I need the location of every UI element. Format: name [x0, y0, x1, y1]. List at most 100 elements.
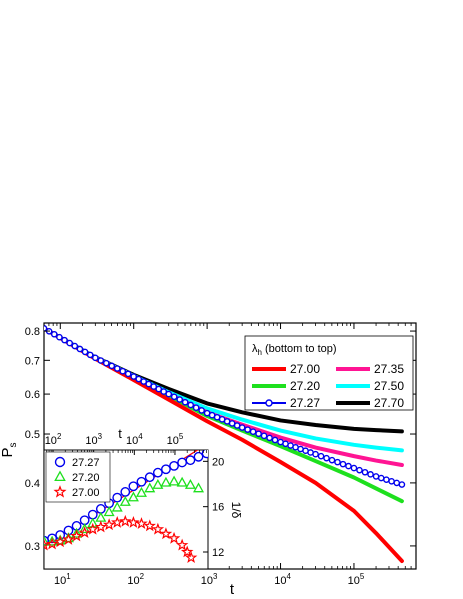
inset-point-27-20 [119, 495, 131, 506]
series-point-27-27 [44, 325, 48, 332]
series-point-27-27 [92, 354, 99, 362]
inset-point-27-20 [44, 535, 50, 546]
series-point-27-27 [312, 450, 319, 458]
series-point-27-27 [372, 473, 380, 480]
inset-legend-label-27-20: 27.20 [72, 472, 100, 484]
series-point-27-27 [108, 362, 116, 370]
series-point-27-27 [328, 456, 336, 464]
inset-point-27-20 [193, 482, 205, 493]
inset-point-27-27 [161, 464, 171, 475]
inset-point-27-27 [185, 455, 196, 466]
inset-point-27-00 [94, 520, 108, 533]
inset-point-27-20 [87, 517, 99, 528]
series-point-27-27 [367, 471, 374, 478]
inset-point-27-27 [120, 487, 131, 497]
series-point-27-27 [192, 404, 200, 411]
series-point-27-27 [398, 481, 406, 488]
legend-label-27-50: 27.50 [374, 379, 404, 393]
series-point-27-27 [140, 378, 148, 385]
series-point-27-27 [81, 348, 89, 356]
series-point-27-27 [317, 452, 325, 460]
series-point-27-27 [260, 432, 268, 440]
inset-point-27-27 [152, 467, 163, 478]
series-point-27-27 [377, 474, 385, 482]
series-point-27-27 [56, 333, 63, 341]
series-point-27-27 [181, 398, 189, 406]
inset-point-27-20 [127, 491, 139, 502]
inset-point-27-00 [62, 532, 75, 545]
inset-legend-label-27-00: 27.00 [72, 487, 100, 499]
series-point-27-27 [271, 436, 279, 444]
main-y-tick-label: 0.3 [25, 541, 40, 553]
inset-point-27-00 [175, 538, 189, 551]
inset-point-27-20 [152, 478, 164, 489]
series-point-27-27 [86, 351, 94, 359]
series-point-27-27 [170, 393, 178, 401]
inset-y-axis-label: 1/δ [229, 502, 243, 519]
series-point-27-27 [130, 373, 138, 380]
inset-point-27-20 [184, 478, 196, 489]
main-x-tick-label: 105 [348, 572, 365, 587]
series-point-27-27 [383, 476, 390, 483]
inset-legend-marker-27-00 [53, 485, 67, 498]
inset-point-27-20 [144, 482, 156, 493]
main-series-group [44, 325, 406, 564]
inset-x-tick-label: 103 [85, 432, 102, 447]
series-point-27-27 [393, 479, 401, 487]
series-point-27-27 [255, 430, 262, 438]
inset-point-27-20 [46, 535, 58, 546]
inset-point-27-00 [151, 522, 165, 535]
inset-y-tick-label: 20 [212, 456, 224, 468]
main-legend [244, 335, 414, 411]
series-point-27-27 [198, 407, 205, 414]
series-point-27-27 [50, 330, 58, 338]
inset-point-27-27 [169, 460, 179, 471]
inset-point-27-20 [135, 486, 147, 497]
inset-point-27-00 [119, 514, 132, 527]
main-x-axis-label: t [230, 581, 235, 598]
series-point-27-27 [323, 454, 330, 462]
inset-point-27-00 [111, 515, 124, 528]
series-point-27-27 [334, 458, 341, 466]
inset-point-27-00 [53, 535, 67, 548]
series-point-27-27 [61, 336, 68, 344]
main-y-axis-label: Ps [0, 442, 19, 457]
series-point-27-27 [135, 375, 143, 383]
inset-point-27-00 [70, 529, 83, 542]
series-point-27-27 [124, 370, 132, 378]
series-point-27-27 [119, 367, 127, 375]
legend-label-27-20: 27.20 [290, 379, 320, 393]
series-point-27-27 [176, 396, 184, 403]
legend-label-27-35: 27.35 [374, 362, 404, 376]
series-point-27-27 [249, 428, 257, 435]
inset-point-27-27 [193, 451, 204, 462]
inset-point-27-27 [112, 492, 123, 503]
inset-axes: 102 103 104 105 12 16 20 [43, 432, 224, 559]
main-legend-title: λh (bottom to top) [252, 343, 337, 357]
inset-series-group [44, 450, 208, 563]
main-x-tick-label: 102 [127, 572, 144, 587]
series-point-27-27 [71, 342, 79, 350]
series-point-27-27 [155, 385, 163, 393]
inset-x-axis-label: t [118, 426, 122, 441]
series-point-27-27 [345, 462, 352, 470]
legend-label-27-00: 27.00 [290, 362, 320, 376]
inset-x-tick-label: 104 [126, 432, 143, 447]
legend-label-27-70: 27.70 [374, 396, 404, 410]
inset-x-tick-label: 102 [45, 432, 62, 447]
legend-marker-27-27 [265, 399, 273, 407]
series-point-27-27 [97, 357, 105, 364]
inset-point-27-00 [180, 545, 194, 558]
series-point-27-27 [266, 434, 273, 442]
inset-point-27-20 [111, 501, 123, 512]
inset-legend-label-27-27: 27.27 [72, 457, 100, 469]
main-axes: 101 102 103 104 105 0.3 0.4 0.5 0.6 0.7 0.8 [25, 323, 417, 587]
inset-point-27-20 [103, 506, 115, 517]
main-y-tick-label: 0.6 [25, 389, 40, 401]
series-point-27-27 [160, 388, 168, 395]
inset-legend: 27.27 27.20 27.00 [45, 451, 111, 503]
inset-y-tick-label: 12 [212, 547, 224, 559]
inset-point-27-27 [136, 476, 147, 487]
inset-point-27-00 [167, 531, 181, 544]
